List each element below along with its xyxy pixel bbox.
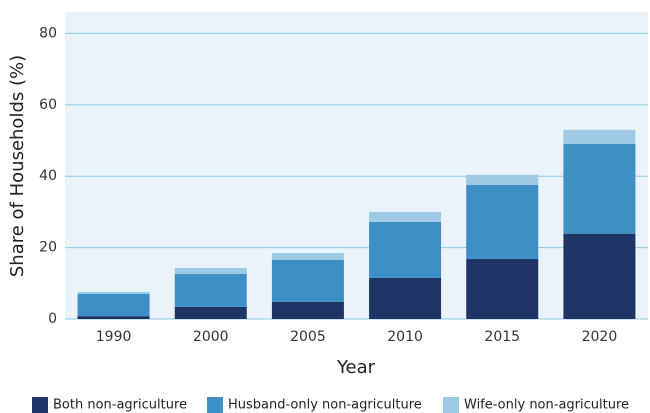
- x-tick-label: 1990: [96, 329, 132, 345]
- bar-segment: [77, 316, 150, 319]
- legend-label: Husband-only non-agriculture: [228, 398, 422, 413]
- bar-segment: [466, 259, 539, 319]
- bar-segment: [271, 259, 344, 302]
- legend-swatch: [207, 397, 223, 413]
- bar-segment: [174, 267, 247, 275]
- x-tick-label: 2020: [582, 329, 618, 345]
- bar-segment: [369, 211, 442, 222]
- y-tick-label: 40: [39, 168, 57, 184]
- bar-segment: [563, 233, 636, 319]
- bar-segment: [271, 252, 344, 260]
- y-axis-title: Share of Households (%): [7, 55, 28, 277]
- bar-segment: [174, 306, 247, 319]
- bar-segment: [271, 301, 344, 319]
- bar-segment: [369, 277, 442, 319]
- bar-segment: [77, 291, 150, 295]
- x-tick-label: 2005: [290, 329, 326, 345]
- legend-swatch: [32, 397, 48, 413]
- y-tick-label: 0: [48, 311, 57, 327]
- bar-segment: [563, 129, 636, 144]
- x-tick-label: 2000: [193, 329, 229, 345]
- legend-label: Both non-agriculture: [53, 398, 187, 413]
- x-axis-title: Year: [336, 357, 376, 378]
- y-tick-label: 60: [39, 97, 57, 113]
- bar-segment: [466, 174, 539, 185]
- bar-segment: [369, 221, 442, 278]
- y-tick-label: 20: [39, 240, 57, 256]
- legend-label: Wife-only non-agriculture: [464, 398, 629, 413]
- bar-segment: [563, 143, 636, 234]
- y-tick-label: 80: [39, 25, 57, 41]
- x-tick-label: 2010: [387, 329, 423, 345]
- plot-area: [65, 12, 648, 319]
- bar-segment: [466, 184, 539, 260]
- bar-segment: [174, 274, 247, 307]
- x-tick-label: 2015: [484, 329, 520, 345]
- legend-swatch: [443, 397, 459, 413]
- bar-segment: [77, 294, 150, 317]
